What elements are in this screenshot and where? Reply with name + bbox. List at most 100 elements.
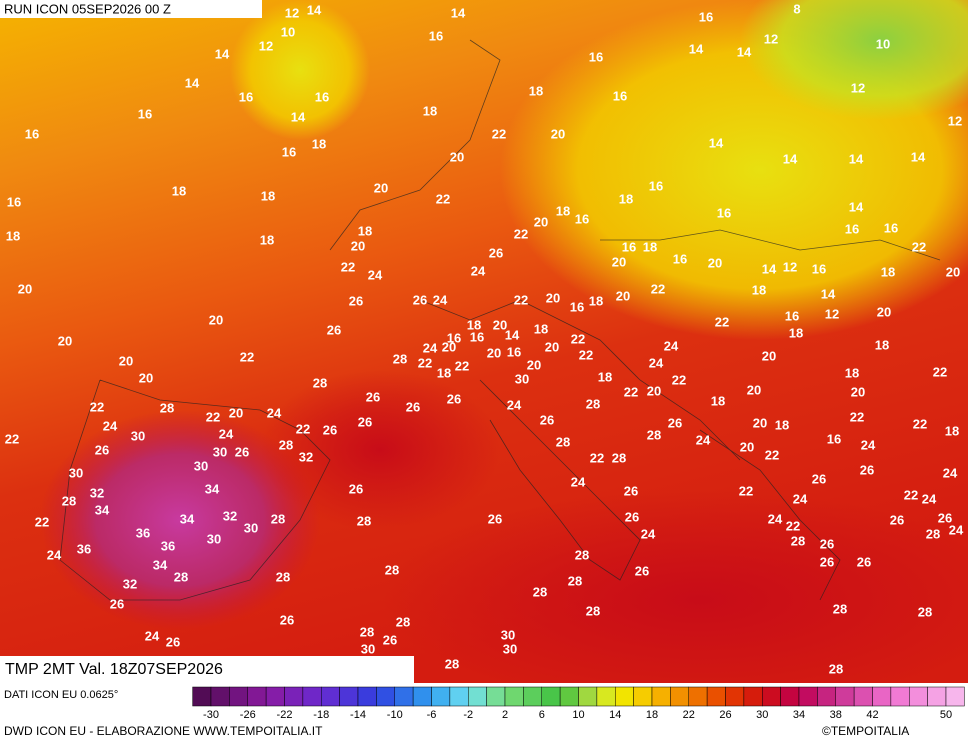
temperature-label: 26 — [488, 511, 502, 526]
temperature-label: 26 — [406, 399, 420, 414]
temperature-label: 30 — [131, 428, 145, 443]
temperature-label: 22 — [571, 331, 585, 346]
temperature-label: 22 — [715, 314, 729, 329]
colorbar-cell — [633, 686, 653, 707]
temperature-label: 22 — [514, 226, 528, 241]
temperature-label: 22 — [672, 372, 686, 387]
colorbar-cell — [780, 686, 800, 707]
colorbar-cell — [412, 686, 432, 707]
temperature-label: 20 — [450, 149, 464, 164]
colorbar-cell — [835, 686, 855, 707]
colorbar-tick-label: -6 — [427, 709, 437, 721]
temperature-label: 26 — [323, 422, 337, 437]
temperature-label: 12 — [783, 259, 797, 274]
temperature-label: 18 — [598, 369, 612, 384]
temperature-label: 20 — [351, 238, 365, 253]
temperature-label: 18 — [467, 317, 481, 332]
temperature-label: 16 — [282, 144, 296, 159]
temperature-label: 16 — [812, 261, 826, 276]
temperature-label: 26 — [812, 471, 826, 486]
temperature-label: 36 — [136, 525, 150, 540]
temperature-label: 30 — [207, 531, 221, 546]
temperature-label: 32 — [299, 449, 313, 464]
temperature-label: 22 — [850, 409, 864, 424]
temperature-label: 20 — [545, 339, 559, 354]
temperature-label: 14 — [737, 44, 752, 59]
colorbar-cell — [321, 686, 340, 707]
temperature-label: 20 — [708, 255, 722, 270]
temperature-label: 26 — [857, 554, 871, 569]
temperature-label: 22 — [765, 447, 779, 462]
colorbar-cell — [798, 686, 818, 707]
temperature-label: 26 — [820, 536, 834, 551]
colorbar-cell — [762, 686, 781, 707]
temperature-label: 28 — [385, 562, 399, 577]
temperature-label: 24 — [649, 355, 664, 370]
colorbar-tick-label: 2 — [502, 709, 508, 721]
colorbar-tick-label: -22 — [277, 709, 293, 721]
colorbar-tick-label: 42 — [866, 709, 878, 721]
temperature-label: 34 — [153, 557, 168, 572]
temperature-label: 26 — [95, 442, 109, 457]
temperature-label: 24 — [949, 522, 964, 537]
temperature-label: 22 — [514, 292, 528, 307]
colorbar-cell — [743, 686, 763, 707]
temperature-label: 20 — [493, 317, 507, 332]
temperature-label: 28 — [791, 533, 805, 548]
temperature-label: 14 — [215, 46, 230, 61]
temperature-label: 18 — [643, 239, 657, 254]
colorbar-cell — [651, 686, 671, 707]
temperature-label: 28 — [575, 547, 589, 562]
temperature-label: 18 — [529, 83, 543, 98]
colorbar-tick-label: 30 — [756, 709, 768, 721]
temperature-label: 28 — [360, 624, 374, 639]
colorbar-cell — [486, 686, 506, 707]
temperature-label: 14 — [849, 199, 864, 214]
temperature-label: 22 — [624, 384, 638, 399]
temperature-label: 16 — [570, 299, 584, 314]
temperature-label: 26 — [820, 554, 834, 569]
colorbar-tick-label: -18 — [313, 709, 329, 721]
colorbar-cell — [229, 686, 248, 707]
temperature-label: 20 — [442, 339, 456, 354]
temperature-label: 24 — [696, 432, 711, 447]
temperature-label: 30 — [501, 627, 515, 642]
temperature-label: 18 — [589, 293, 603, 308]
temperature-label: 12 — [259, 38, 273, 53]
temperature-label: 18 — [775, 417, 789, 432]
colorbar-cell — [596, 686, 616, 707]
temperature-label: 36 — [77, 541, 91, 556]
temperature-label: 18 — [619, 191, 633, 206]
colorbar-cell — [559, 686, 579, 707]
temperature-label: 24 — [103, 418, 118, 433]
temperature-label: 18 — [711, 393, 725, 408]
temperature-label: 20 — [551, 126, 565, 141]
temperature-label: 18 — [556, 203, 570, 218]
temperature-label: 22 — [933, 364, 947, 379]
temperature-label: 10 — [876, 36, 890, 51]
temperature-label: 30 — [244, 520, 258, 535]
copyright-text: ©TEMPOITALIA — [822, 724, 909, 738]
temperature-label: 22 — [651, 281, 665, 296]
temperature-label: 28 — [647, 427, 661, 442]
temperature-label: 34 — [95, 502, 110, 517]
temperature-label: 14 — [307, 2, 322, 17]
temperature-label: 16 — [239, 89, 253, 104]
temperature-label: 20 — [877, 304, 891, 319]
temperature-label: 16 — [447, 330, 461, 345]
temperature-label: 26 — [358, 414, 372, 429]
temperature-label: 12 — [285, 5, 299, 20]
colorbar-cell — [376, 686, 395, 707]
temperature-label: 14 — [762, 261, 777, 276]
temperature-label: 14 — [709, 135, 724, 150]
temperature-label: 28 — [276, 569, 290, 584]
temperature-label: 18 — [423, 103, 437, 118]
temperature-label: 22 — [240, 349, 254, 364]
temperature-label: 26 — [860, 462, 874, 477]
temperature-label: 18 — [845, 365, 859, 380]
temperature-label: 26 — [890, 512, 904, 527]
temperature-label: 32 — [123, 576, 137, 591]
colorbar-tick-label: 22 — [683, 709, 695, 721]
temperature-label: 8 — [793, 1, 800, 16]
